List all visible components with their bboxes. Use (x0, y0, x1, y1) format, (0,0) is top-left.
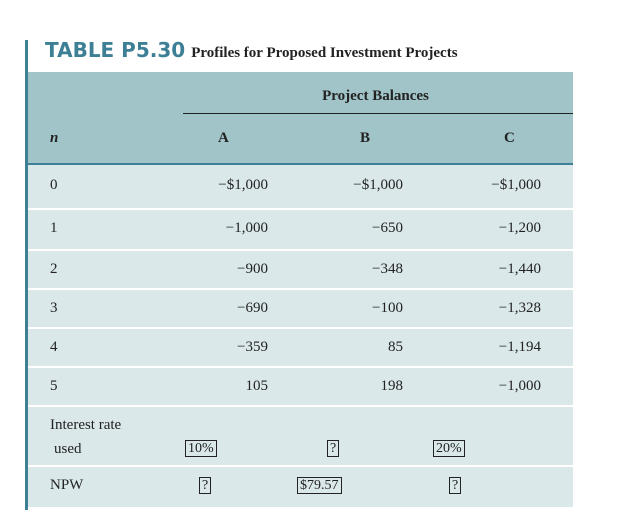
cell-a: −1,000 (225, 220, 268, 236)
cell-c: −1,328 (498, 300, 541, 316)
cell-c: −1,200 (498, 220, 541, 236)
header-a: A (218, 130, 229, 146)
cell-b: 198 (380, 378, 404, 394)
cell-b: −$1,000 (353, 177, 403, 193)
npw-c: ? (449, 477, 462, 494)
npw-row: NPW ? $79.57 ? (28, 467, 573, 509)
cell-n: 1 (50, 220, 58, 236)
header-n: n (50, 130, 59, 146)
npw-label: NPW (50, 477, 84, 493)
cell-a: 105 (245, 378, 269, 394)
header-b: B (360, 130, 371, 146)
cell-n: 5 (50, 378, 58, 394)
npw-a: ? (199, 477, 212, 494)
table-row: 5 105 198 −1,000 (28, 368, 573, 407)
npw-b: $79.57 (297, 477, 342, 494)
cell-n: 4 (50, 339, 58, 355)
table-title: TABLE P5.30 Profiles for Proposed Investm… (45, 38, 458, 62)
table-row: 4 −359 85 −1,194 (28, 329, 573, 368)
cell-b: −100 (372, 300, 403, 316)
group-header: Project Balances (322, 88, 429, 104)
table-row: 2 −900 −348 −1,440 (28, 251, 573, 290)
cell-n: 0 (50, 177, 58, 193)
table-header: Project Balances n A B C (28, 72, 573, 165)
group-rule (183, 113, 573, 114)
cell-c: −1,194 (498, 339, 541, 355)
cell-n: 2 (50, 261, 58, 277)
cell-a: −359 (237, 339, 268, 355)
cell-b: −348 (372, 261, 403, 277)
interest-c: 20% (433, 440, 465, 457)
table-row: 0 −$1,000 −$1,000 −$1,000 (28, 165, 573, 210)
cell-c: −$1,000 (491, 177, 541, 193)
table-description: Profiles for Proposed Investment Project… (191, 45, 458, 61)
interest-row: Interest rate used 10% ? 20% (28, 407, 573, 467)
cell-a: −$1,000 (218, 177, 268, 193)
cell-a: −900 (237, 261, 268, 277)
cell-c: −1,440 (498, 261, 541, 277)
interest-a: 10% (185, 440, 217, 457)
cell-b: 85 (388, 339, 403, 355)
header-c: C (504, 130, 515, 146)
interest-label: Interest rate (50, 417, 122, 433)
table-row: 3 −690 −100 −1,328 (28, 290, 573, 329)
interest-b: ? (327, 440, 340, 457)
table-row: 1 −1,000 −650 −1,200 (28, 210, 573, 251)
table-number: TABLE P5.30 (45, 38, 186, 62)
cell-c: −1,000 (498, 378, 541, 394)
cell-n: 3 (50, 300, 58, 316)
cell-a: −690 (237, 300, 268, 316)
accent-bar (25, 40, 28, 510)
interest-label-2: used (54, 441, 82, 457)
cell-b: −650 (372, 220, 403, 236)
